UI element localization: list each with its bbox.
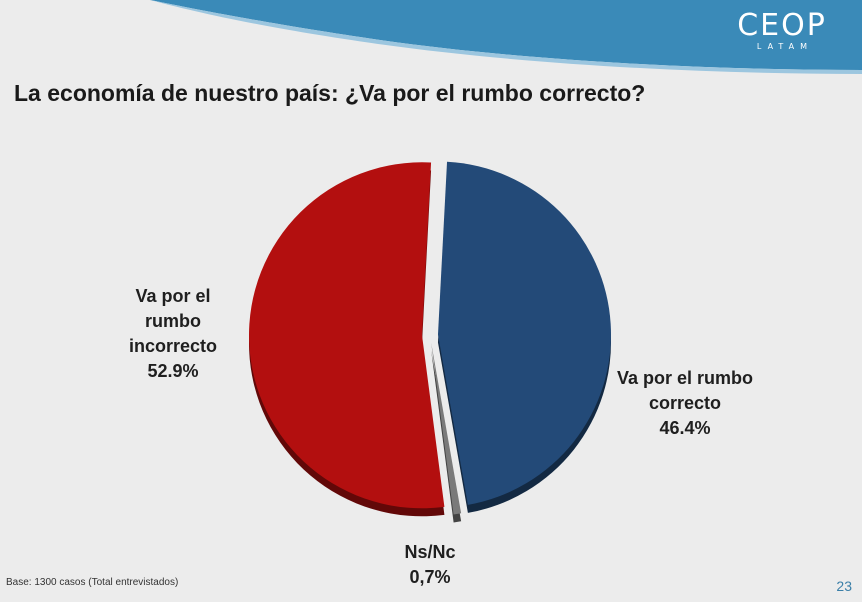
slice-face [437, 161, 611, 505]
slice-rumbo-incorrecto [249, 162, 445, 517]
slice-face [431, 342, 462, 515]
slice-face [249, 162, 445, 509]
logo-sub: LATAM [756, 42, 814, 51]
label-value: 46.4% [659, 418, 711, 438]
label-line: correcto [648, 393, 722, 413]
header-wave [150, 0, 862, 74]
label-ns-nc: Ns/Nc 0,7% [380, 540, 480, 590]
label-rumbo-correcto: Va por el rumbo correcto 46.4% [610, 366, 760, 441]
page-title: La economía de nuestro país: ¿Va por el … [14, 80, 646, 106]
label-value: 0,7% [409, 567, 451, 587]
ceop-logo: CEOP LATAM [732, 8, 832, 52]
label-line: Va por el [135, 286, 211, 306]
label-value: 52.9% [147, 361, 199, 381]
label-line: rumbo [145, 311, 201, 331]
slice-ns-nc [431, 342, 462, 523]
label-line: Ns/Nc [404, 542, 456, 562]
page-number: 23 [836, 578, 852, 594]
label-line: incorrecto [128, 336, 218, 356]
logo-main: CEOP [737, 8, 827, 43]
slice-rumbo-correcto [437, 161, 611, 513]
footnote: Base: 1300 casos (Total entrevistados) [6, 577, 179, 588]
label-line: Va por el rumbo [616, 368, 754, 388]
label-rumbo-incorrecto: Va por el rumbo incorrecto 52.9% [108, 284, 238, 384]
